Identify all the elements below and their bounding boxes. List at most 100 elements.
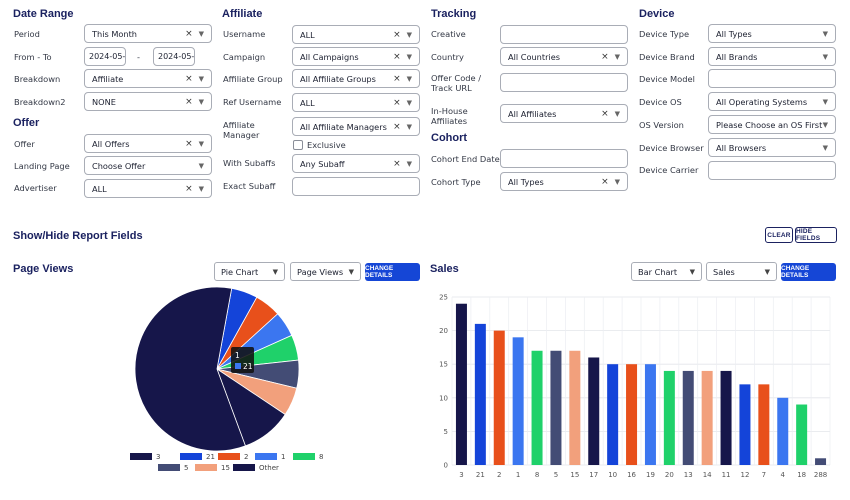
sales-chart-type-select[interactable]: Bar Chart ▼ — [631, 262, 702, 281]
clear-icon[interactable]: × — [393, 97, 401, 108]
offer-code-input[interactable] — [500, 73, 628, 92]
page-views-chart-type-select[interactable]: Pie Chart ▼ — [214, 262, 285, 281]
device-brand-value: All Brands — [716, 51, 758, 62]
bar-5[interactable] — [550, 350, 562, 465]
bar-288[interactable] — [815, 458, 827, 465]
bar-14[interactable] — [701, 370, 713, 465]
page-views-metric-select[interactable]: Page Views ▼ — [290, 262, 361, 281]
os-version-select[interactable]: Please Choose an OS First... ▼ — [708, 115, 836, 134]
period-select[interactable]: This Month × ▼ — [84, 24, 212, 43]
advertiser-label: Advertiser — [14, 183, 57, 193]
chevron-down-icon[interactable]: ▼ — [198, 74, 204, 83]
chevron-down-icon[interactable]: ▼ — [614, 52, 620, 61]
chevron-down-icon[interactable]: ▼ — [198, 161, 204, 170]
campaign-select[interactable]: All Campaigns × ▼ — [292, 47, 420, 66]
bar-19[interactable] — [644, 364, 656, 465]
chevron-down-icon[interactable]: ▼ — [614, 109, 620, 118]
device-browser-select[interactable]: All Browsers ▼ — [708, 138, 836, 157]
bar-18[interactable] — [796, 404, 808, 465]
chevron-down-icon[interactable]: ▼ — [198, 97, 204, 106]
bar-12[interactable] — [739, 384, 751, 465]
country-select[interactable]: All Countries × ▼ — [500, 47, 628, 66]
chevron-down-icon[interactable]: ▼ — [198, 139, 204, 148]
device-os-select[interactable]: All Operating Systems ▼ — [708, 92, 836, 111]
bar-11[interactable] — [720, 370, 732, 465]
clear-icon[interactable]: × — [185, 73, 193, 84]
chevron-down-icon[interactable]: ▼ — [822, 97, 828, 106]
chevron-down-icon[interactable]: ▼ — [822, 52, 828, 61]
legend-label-other: Other — [259, 464, 279, 472]
clear-icon[interactable]: × — [393, 29, 401, 40]
device-type-select[interactable]: All Types ▼ — [708, 24, 836, 43]
clear-icon[interactable]: × — [601, 51, 609, 62]
bar-10[interactable] — [607, 364, 619, 465]
chevron-down-icon[interactable]: ▼ — [198, 184, 204, 193]
device-carrier-input[interactable] — [708, 161, 836, 180]
bar-13[interactable] — [682, 370, 694, 465]
bar-2[interactable] — [493, 330, 505, 465]
chevron-down-icon[interactable]: ▼ — [406, 159, 412, 168]
bar-20[interactable] — [663, 370, 675, 465]
chevron-down-icon[interactable]: ▼ — [822, 143, 828, 152]
landing-page-select[interactable]: Choose Offer ▼ — [84, 156, 212, 175]
hide-fields-button[interactable]: HIDE FIELDS — [795, 227, 837, 243]
chevron-down-icon[interactable]: ▼ — [406, 74, 412, 83]
bar-4[interactable] — [777, 397, 789, 465]
page-views-change-details-button[interactable]: CHANGE DETAILS — [365, 263, 420, 281]
bar-21[interactable] — [474, 323, 486, 465]
clear-icon[interactable]: × — [393, 158, 401, 169]
chevron-down-icon[interactable]: ▼ — [406, 122, 412, 131]
offer-select[interactable]: All Offers × ▼ — [84, 134, 212, 153]
clear-icon[interactable]: × — [601, 176, 609, 187]
cohort-end-date-input[interactable] — [500, 149, 628, 168]
sales-metric-value: Sales — [713, 266, 735, 277]
to-date-input[interactable]: 2024-05- — [153, 47, 195, 66]
bar-15[interactable] — [569, 350, 581, 465]
clear-icon[interactable]: × — [393, 121, 401, 132]
sales-change-details-button[interactable]: CHANGE DETAILS — [781, 263, 836, 281]
bar-1[interactable] — [512, 337, 524, 465]
chevron-down-icon[interactable]: ▼ — [406, 98, 412, 107]
page-views-chart-type-value: Pie Chart — [221, 266, 259, 277]
affiliate-group-select[interactable]: All Affiliate Groups × ▼ — [292, 69, 420, 88]
ref-username-select[interactable]: ALL × ▼ — [292, 93, 420, 112]
landing-page-label: Landing Page — [14, 161, 70, 171]
chevron-down-icon[interactable]: ▼ — [822, 29, 828, 38]
sales-chart-type-value: Bar Chart — [638, 266, 678, 277]
clear-icon[interactable]: × — [185, 96, 193, 107]
cohort-type-select[interactable]: All Types × ▼ — [500, 172, 628, 191]
exclusive-checkbox[interactable] — [293, 140, 303, 150]
breakdown2-select[interactable]: NONE × ▼ — [84, 92, 212, 111]
bar-17[interactable] — [588, 357, 600, 465]
bar-16[interactable] — [626, 364, 638, 465]
device-model-input[interactable] — [708, 69, 836, 88]
affiliate-manager-select[interactable]: All Affiliate Managers × ▼ — [292, 117, 420, 136]
device-brand-select[interactable]: All Brands ▼ — [708, 47, 836, 66]
clear-icon[interactable]: × — [393, 73, 401, 84]
breakdown-select[interactable]: Affiliate × ▼ — [84, 69, 212, 88]
clear-icon[interactable]: × — [185, 183, 193, 194]
pie-slice-3[interactable] — [134, 286, 246, 452]
sales-metric-select[interactable]: Sales ▼ — [706, 262, 777, 281]
bar-7[interactable] — [758, 384, 770, 465]
chevron-down-icon[interactable]: ▼ — [198, 29, 204, 38]
from-date-input[interactable]: 2024-05- — [84, 47, 126, 66]
clear-icon[interactable]: × — [185, 138, 193, 149]
advertiser-select[interactable]: ALL × ▼ — [84, 179, 212, 198]
exact-subaff-input[interactable] — [292, 177, 420, 196]
chevron-down-icon[interactable]: ▼ — [406, 30, 412, 39]
clear-icon[interactable]: × — [393, 51, 401, 62]
bar-3[interactable] — [455, 303, 467, 465]
clear-icon[interactable]: × — [185, 28, 193, 39]
chevron-down-icon[interactable]: ▼ — [822, 120, 828, 129]
creative-input[interactable] — [500, 25, 628, 44]
with-subaffs-select[interactable]: Any Subaff × ▼ — [292, 154, 420, 173]
inhouse-select[interactable]: All Affiliates × ▼ — [500, 104, 628, 123]
clear-icon[interactable]: × — [601, 108, 609, 119]
bar-8[interactable] — [531, 350, 543, 465]
username-select[interactable]: ALL × ▼ — [292, 25, 420, 44]
chevron-down-icon[interactable]: ▼ — [406, 52, 412, 61]
x-tick-label: 3 — [459, 471, 463, 479]
chevron-down-icon[interactable]: ▼ — [614, 177, 620, 186]
clear-button[interactable]: CLEAR — [765, 227, 793, 243]
